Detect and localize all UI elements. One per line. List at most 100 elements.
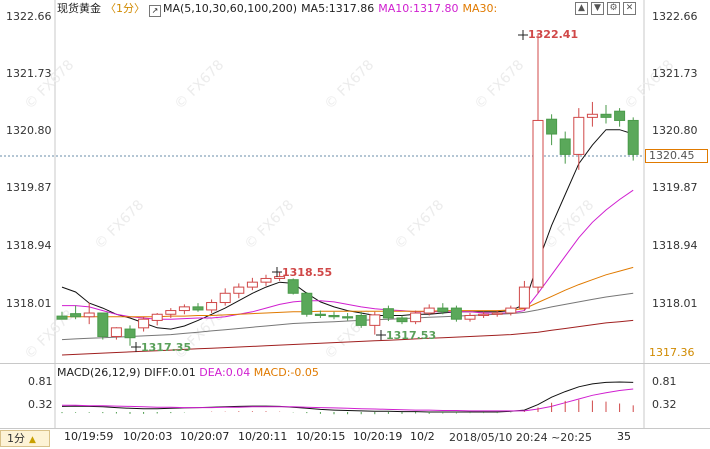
candle [450,305,462,322]
watermark-mark: © FX678 [322,57,378,113]
candle [478,311,490,318]
right-tick: 1319.87 [652,181,698,194]
candle [110,327,122,340]
candle-body [478,313,490,316]
candle [627,117,639,161]
left-tick: 1319.87 [6,181,52,194]
candle [518,280,530,311]
macd-diff: DIFF:0.01 [144,366,196,379]
candle-body [233,286,245,294]
low2-label: 1317.53 [386,329,436,342]
last-price-tag: 1320.45 [645,149,708,163]
candle [355,311,367,328]
candle-body [70,313,82,318]
chart-header: 现货黄金 〈1分〉 ↗ MA(5,10,30,60,100,200) MA5:1317.… [57,1,501,17]
ma-line-3 [61,292,634,341]
candle [83,302,95,325]
candle-body [287,279,299,294]
candle [491,310,503,317]
candle-body [314,313,326,316]
chart-header-controls: ▲ ▼ ⚙ ✕ [575,2,636,15]
ma30-value: MA30: [462,2,498,15]
low1-annotation: 1317.35 [131,341,191,354]
timeframe-selector[interactable]: 1分 ▲ [0,430,50,447]
candle-body [355,314,367,326]
candle [165,308,177,318]
candle [328,311,340,320]
watermark-mark: © FX678 [622,57,678,113]
watermark-mark: © FX678 [92,197,148,253]
ma-line-4 [61,319,634,356]
candle-body [600,113,612,118]
low2-annotation: 1317.53 [376,329,436,342]
time-label: 10/2 [410,430,435,443]
candle [287,278,299,295]
time-label: 10/20:15 [296,430,346,443]
candle [410,310,422,325]
left-tick: 1321.73 [6,67,52,80]
settings-icon[interactable]: ⚙ [607,2,620,15]
macd-left-tick: 0.32 [28,398,53,411]
candle-body [546,118,558,135]
timeframe-label: 1分 [7,432,25,445]
candle [178,304,190,315]
candle [437,303,449,315]
candle [56,311,68,320]
right-bottom-price-tag: 1317.36 [645,346,708,360]
macd-title: MACD(26,12,9) [57,366,141,379]
candle [246,277,258,291]
candle-body [559,138,571,155]
candle [559,131,571,164]
up-icon[interactable]: ▲ [575,2,588,15]
candle-body [627,119,639,155]
watermark-mark: © FX678 [542,197,598,253]
ma-title: MA(5,10,30,60,100,200) [163,2,298,15]
candle-body [165,310,177,315]
candle-body [124,328,136,339]
candle [532,33,544,294]
candle-body [464,314,476,320]
triangle-up-icon: ▲ [29,435,36,445]
candle [124,325,136,346]
candle [192,303,204,312]
time-label: 10/20:11 [238,430,288,443]
candle-body [274,276,286,279]
candle-body [138,318,150,329]
watermark-mark: © FX678 [242,197,298,253]
candle [314,310,326,318]
interval-label[interactable]: 〈1分〉 [105,2,145,15]
time-label-tail: 35 [617,430,631,443]
candle [70,305,82,320]
mid-high-label: 1318.55 [282,266,332,279]
candle [382,305,394,322]
candle [396,315,408,325]
candlesticks [56,33,639,346]
macd-lines [61,381,634,415]
candle-body [450,307,462,320]
candle-body [532,119,544,288]
down-icon[interactable]: ▼ [591,2,604,15]
candle-body [260,277,272,283]
candle-body [423,307,435,314]
ma-toggle-icon[interactable]: ↗ [149,5,161,17]
candle [233,283,245,299]
candle-body [573,116,585,155]
macd-line-0 [61,381,634,413]
watermark-mark: © FX678 [172,57,228,113]
symbol-name: 现货黄金 [57,2,101,15]
high-annotation: 1322.41 [518,28,578,41]
candle [573,108,585,170]
candle-body [178,306,190,312]
left-tick: 1318.01 [6,297,52,310]
candle-body [437,307,449,313]
candle [138,316,150,332]
candle-body [219,292,231,304]
candle-body [342,316,354,319]
low1-label: 1317.35 [141,341,191,354]
close-icon[interactable]: ✕ [623,2,636,15]
candle-body [206,302,218,311]
right-tick: 1318.01 [652,297,698,310]
right-tick: 1322.66 [652,10,698,23]
